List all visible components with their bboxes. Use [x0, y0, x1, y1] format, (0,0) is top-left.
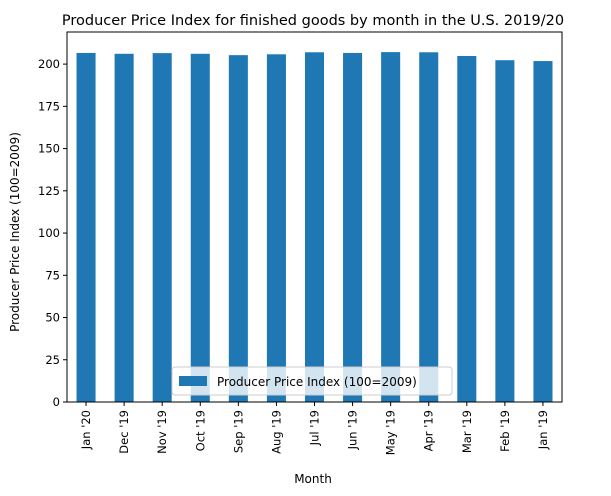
bar: [381, 52, 401, 403]
x-tick-label: Jan '19: [536, 410, 550, 450]
plot-area: 0 25 50 75 100 125 150 175 200 Jan '20 Dec '19 Nov …: [38, 31, 563, 455]
legend-label: Producer Price Index (100=2009): [217, 375, 417, 389]
bar: [114, 53, 134, 402]
y-tick-label: 125: [38, 184, 60, 198]
y-tick-label: 50: [45, 311, 60, 325]
legend-swatch: [179, 376, 207, 386]
legend-box: [171, 366, 453, 396]
x-tick-label: Nov '19: [155, 410, 169, 454]
bar: [343, 52, 363, 403]
bar: [228, 55, 248, 402]
x-tick-label: May '19: [384, 410, 398, 455]
bar: [457, 55, 477, 402]
y-tick-label: 150: [38, 142, 60, 156]
y-tick-label: 25: [45, 353, 60, 367]
bar: [266, 54, 286, 403]
y-axis-label: Producer Price Index (100=2009): [8, 132, 22, 332]
bar: [152, 53, 172, 403]
x-axis-label: Month: [294, 472, 332, 486]
x-tick-label: Aug '19: [269, 410, 283, 454]
x-tick-label: Jul '19: [308, 410, 322, 446]
x-tick-label: Jan '20: [79, 410, 93, 450]
bar: [190, 53, 210, 402]
bar: [533, 61, 553, 403]
y-tick-label: 175: [38, 99, 60, 113]
y-tick-label: 100: [38, 226, 60, 240]
bar: [495, 60, 515, 403]
bar: [304, 52, 325, 402]
y-tick-label: 200: [38, 57, 60, 71]
x-tick-label: Jun '19: [346, 410, 360, 450]
x-tick-label: Oct '19: [193, 410, 207, 451]
x-tick-label: Feb '19: [498, 410, 512, 452]
x-tick-label: Sep '19: [231, 410, 245, 453]
chart-title: Producer Price Index for finished goods …: [62, 13, 564, 29]
x-tick-label: Apr '19: [422, 410, 436, 451]
x-tick-label: Dec '19: [117, 410, 131, 454]
bar: [76, 52, 96, 403]
x-tick-label: Mar '19: [460, 410, 474, 453]
axes-frame: [66, 31, 563, 403]
y-tick-label: 75: [45, 268, 60, 282]
bar: [419, 52, 439, 402]
y-tick-label: 0: [53, 395, 60, 409]
